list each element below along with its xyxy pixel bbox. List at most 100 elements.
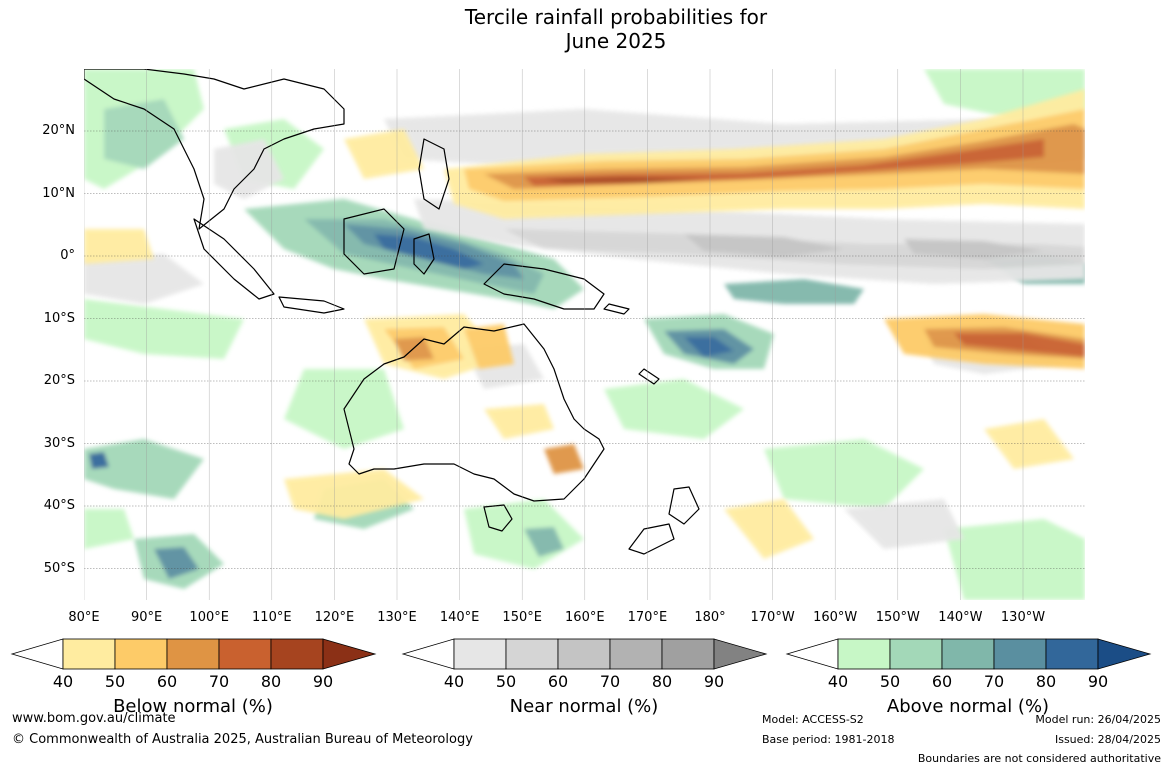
below-normal-tick-label: 50 <box>104 672 126 691</box>
lat-label: 20°N <box>42 123 75 138</box>
below-patch <box>524 139 1044 186</box>
below-patch <box>344 129 424 179</box>
tasmania-coast <box>483 504 513 532</box>
above-patch <box>89 452 109 469</box>
above-patch <box>684 337 734 357</box>
lat-label: 10°N <box>42 185 75 201</box>
above-normal-colorbar-segment <box>1045 638 1099 670</box>
below-normal-title: Below normal (%) <box>113 696 273 717</box>
lon-label: 80°E <box>68 610 100 625</box>
near-normal-tick-label: 70 <box>599 672 621 691</box>
lon-label: 170°E <box>627 610 668 625</box>
near-patch <box>84 254 204 304</box>
near-patch <box>214 139 284 199</box>
above-normal-tick-label: 70 <box>983 672 1005 691</box>
near-normal-tick-label: 60 <box>547 672 569 691</box>
base-period-text: Base period: 1981-2018 <box>762 733 895 746</box>
new-zealand-south <box>628 523 675 555</box>
near-normal-colorbar-segment <box>661 638 715 670</box>
boundaries-note: Boundaries are not considered authoritat… <box>917 752 1161 765</box>
below-patch <box>394 337 434 361</box>
above-patch <box>604 379 744 439</box>
below-normal-colorbar-segment <box>270 638 324 670</box>
model-text: Model: ACCESS-S2 <box>762 713 864 726</box>
lat-label: 40°S <box>43 498 75 513</box>
mainland-se-asia-coast <box>84 69 345 230</box>
below-patch <box>484 124 1085 189</box>
near-normal-colorbar-high-extend <box>713 638 768 670</box>
lon-label: 180° <box>694 610 726 625</box>
borneo-coast <box>343 208 405 275</box>
java-coast <box>278 296 345 314</box>
lon-label: 150°W <box>875 610 920 625</box>
above-patch <box>374 234 484 269</box>
australia-coast <box>343 323 605 502</box>
above-patch <box>764 439 924 509</box>
above-normal-tick-label: 90 <box>1087 672 1109 691</box>
website-link[interactable]: www.bom.gov.au/climate <box>12 711 176 726</box>
below-patch <box>724 499 814 559</box>
title-line-1: Tercile rainfall probabilities for <box>464 5 768 29</box>
title-line-2: June 2025 <box>565 29 667 53</box>
near-normal-colorbar-segment <box>453 638 507 670</box>
near-normal-tick-label: 90 <box>703 672 725 691</box>
near-normal-colorbar-segment <box>609 638 663 670</box>
new-zealand-north <box>668 486 700 525</box>
solomon-islands <box>603 303 630 315</box>
lon-label: 130°E <box>377 610 417 625</box>
above-normal-colorbar-segment <box>993 638 1047 670</box>
above-normal-title: Above normal (%) <box>886 696 1050 717</box>
model-run-text: Model run: 26/04/2025 <box>1035 713 1161 726</box>
near-normal-tick-label: 80 <box>651 672 673 691</box>
above-normal-tick-label: 60 <box>931 672 953 691</box>
new-guinea-coast <box>483 263 605 310</box>
new-caledonia <box>638 368 660 385</box>
below-normal-tick-label: 80 <box>260 672 282 691</box>
lon-label: 140°W <box>938 610 983 625</box>
near-patch <box>684 234 844 257</box>
lon-label: 150°E <box>502 610 542 625</box>
lat-label: 10°S <box>43 310 75 326</box>
near-normal-tick-label: 40 <box>443 672 465 691</box>
sulawesi-coast <box>413 233 435 275</box>
copyright-text: © Commonwealth of Australia 2025, Austra… <box>12 732 473 747</box>
below-normal-tick-label: 90 <box>312 672 334 691</box>
lat-label: 50°S <box>43 560 75 576</box>
lon-label: 170°W <box>750 610 795 625</box>
lon-label: 160°E <box>565 610 605 625</box>
below-normal-colorbar-segment <box>62 638 116 670</box>
lon-label: 160°W <box>813 610 858 625</box>
near-patch <box>844 499 964 549</box>
below-patch <box>954 333 1085 357</box>
near-normal-shading <box>84 109 1085 549</box>
lon-label: 140°E <box>439 610 480 625</box>
lon-label: 110°E <box>252 610 292 625</box>
near-normal-tick-label: 50 <box>495 672 517 691</box>
above-patch <box>724 279 864 304</box>
near-normal-colorbar-low-extend <box>401 638 455 670</box>
near-normal-colorbar-segment <box>505 638 559 670</box>
below-normal-tick-label: 40 <box>52 672 74 691</box>
map-title: Tercile rainfall probabilities for June … <box>0 5 1173 53</box>
lon-label: 100°E <box>189 610 229 625</box>
lon-label: 90°E <box>130 610 163 625</box>
above-normal-tick-label: 50 <box>879 672 901 691</box>
below-patch <box>464 324 514 369</box>
below-normal-shading <box>84 89 1085 559</box>
lon-label: 120°E <box>314 610 355 625</box>
above-normal-colorbar-low-extend <box>785 638 839 670</box>
lon-label: 130°W <box>1000 610 1046 625</box>
near-normal-colorbar <box>401 638 768 670</box>
above-normal-colorbar <box>785 638 1152 670</box>
below-patch <box>544 177 704 183</box>
below-normal-tick-label: 60 <box>156 672 178 691</box>
above-normal-tick-label: 40 <box>827 672 849 691</box>
above-normal-tick-label: 80 <box>1035 672 1057 691</box>
below-normal-colorbar-segment <box>166 638 220 670</box>
near-normal-title: Near normal (%) <box>509 696 659 717</box>
above-normal-colorbar-high-extend <box>1097 638 1152 670</box>
above-patch <box>154 547 199 579</box>
lat-label: 30°S <box>43 435 75 451</box>
near-patch <box>904 239 1044 259</box>
below-normal-tick-label: 70 <box>208 672 230 691</box>
